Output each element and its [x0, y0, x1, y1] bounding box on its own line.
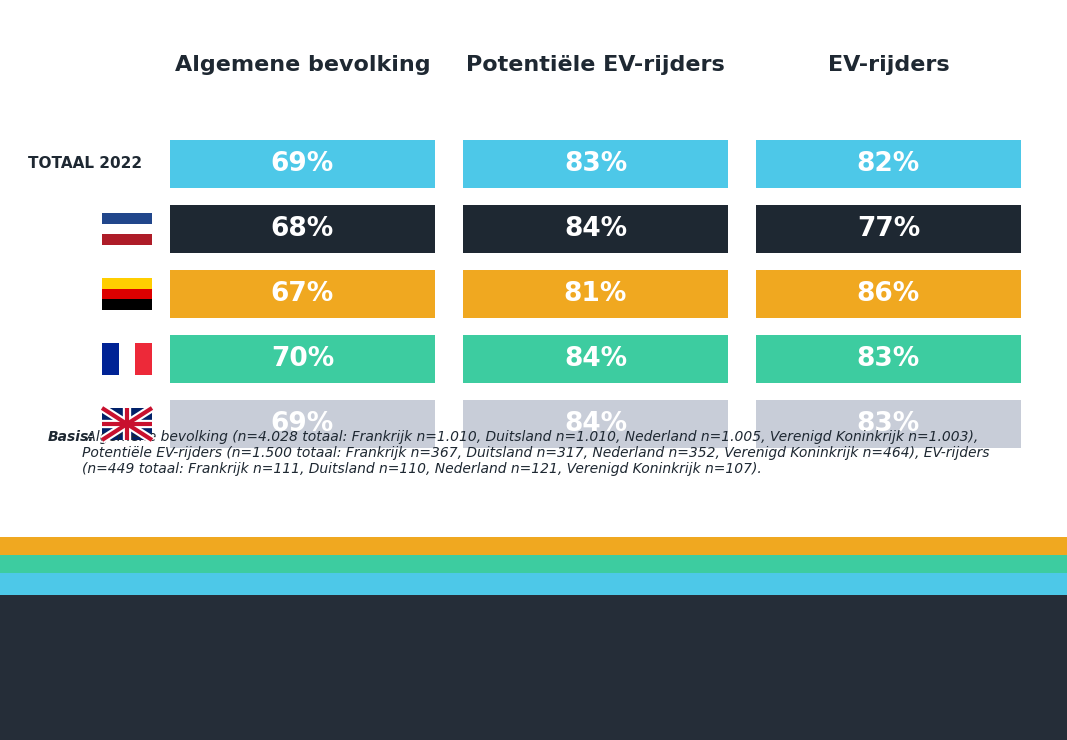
Bar — [463, 400, 728, 448]
Text: 84%: 84% — [564, 411, 627, 437]
Bar — [757, 335, 1021, 383]
Bar — [757, 205, 1021, 253]
Bar — [0, 0, 1067, 575]
Bar — [170, 335, 435, 383]
Text: 69%: 69% — [271, 151, 334, 177]
Text: Algemene bevolking: Algemene bevolking — [175, 55, 430, 75]
Bar — [757, 270, 1021, 318]
Text: EV-rijders: EV-rijders — [828, 55, 950, 75]
Text: 81%: 81% — [563, 281, 627, 307]
Text: 84%: 84% — [564, 346, 627, 372]
Bar — [0, 575, 1067, 740]
Bar — [0, 555, 1067, 573]
Text: Basis:: Basis: — [48, 430, 95, 444]
Bar — [170, 140, 435, 188]
Bar — [102, 278, 152, 289]
Bar — [102, 343, 118, 375]
Text: Algemene bevolking (n=4.028 totaal: Frankrijk n=1.010, Duitsland n=1.010, Nederl: Algemene bevolking (n=4.028 totaal: Fran… — [82, 430, 989, 477]
Bar — [102, 300, 152, 310]
Bar — [102, 213, 152, 223]
Bar — [757, 140, 1021, 188]
Text: 77%: 77% — [857, 216, 920, 242]
Bar — [463, 270, 728, 318]
Text: 68%: 68% — [271, 216, 334, 242]
Bar — [102, 235, 152, 245]
Bar — [463, 205, 728, 253]
Bar — [170, 205, 435, 253]
Bar — [102, 408, 152, 440]
Bar — [463, 335, 728, 383]
Bar — [102, 289, 152, 300]
Bar — [170, 400, 435, 448]
Bar — [0, 573, 1067, 595]
Bar — [170, 270, 435, 318]
Text: 83%: 83% — [563, 151, 627, 177]
Text: 86%: 86% — [857, 281, 920, 307]
Bar — [463, 140, 728, 188]
Text: 67%: 67% — [271, 281, 334, 307]
Text: 70%: 70% — [271, 346, 334, 372]
Text: TOTAAL 2022: TOTAAL 2022 — [28, 156, 142, 172]
Text: 83%: 83% — [857, 411, 920, 437]
Bar — [757, 400, 1021, 448]
Bar — [0, 537, 1067, 555]
Text: 82%: 82% — [857, 151, 920, 177]
Text: 84%: 84% — [564, 216, 627, 242]
Text: 69%: 69% — [271, 411, 334, 437]
Bar — [118, 343, 136, 375]
Text: Potentiële EV-rijders: Potentiële EV-rijders — [466, 55, 724, 75]
Bar — [102, 223, 152, 235]
Text: 83%: 83% — [857, 346, 920, 372]
Bar — [136, 343, 152, 375]
